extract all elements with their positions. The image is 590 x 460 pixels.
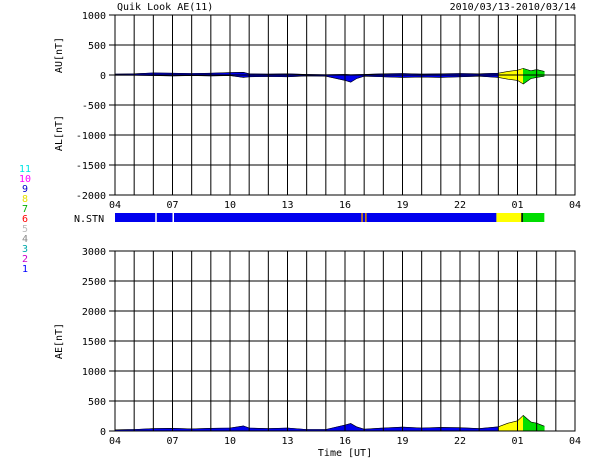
x-axis-label: Time [UT] — [318, 448, 372, 459]
ae-axis-label: AE[nT] — [54, 323, 65, 359]
x-tick-label: 07 — [166, 200, 178, 211]
y-tick-label: 3000 — [82, 247, 106, 258]
y-tick-label: 1500 — [82, 337, 106, 348]
al-segment — [350, 74, 357, 83]
ae-segment — [507, 420, 518, 432]
x-tick-label: 01 — [511, 200, 523, 211]
x-tick-label: 10 — [224, 200, 236, 211]
x-tick-label: 16 — [339, 200, 351, 211]
station-change-marker — [365, 213, 367, 222]
au-al-xticks: 04 07 10 13 16 19 22 01 04 — [109, 200, 581, 211]
ae-segment — [350, 423, 357, 432]
x-tick-label: 19 — [396, 200, 408, 211]
au-al-grid — [115, 15, 575, 195]
ae-grid — [115, 251, 575, 431]
x-tick-label: 13 — [281, 200, 293, 211]
station-change-marker — [521, 213, 523, 222]
ae-yticks: 3000 2500 2000 1500 1000 500 0 — [82, 247, 115, 438]
y-tick-label: 1000 — [82, 11, 106, 22]
station-legend-number: 11 — [19, 164, 31, 175]
station-change-marker — [361, 213, 363, 222]
station-count-segment — [521, 213, 545, 222]
au-al-yticks: 1000 500 0 -500 -1000 -1500 -2000 — [76, 11, 115, 202]
ae-series — [114, 414, 545, 432]
au-axis-label: AU[nT] — [54, 37, 65, 73]
y-tick-label: 2000 — [82, 307, 106, 318]
station-legend-number: 3 — [22, 244, 28, 255]
y-tick-label: 2500 — [82, 277, 106, 288]
ae-segment — [530, 421, 537, 432]
x-tick-label: 04 — [569, 200, 581, 211]
al-line — [115, 75, 545, 85]
station-legend-number: 9 — [22, 184, 28, 195]
ae-line — [114, 414, 545, 431]
x-tick-label: 22 — [454, 436, 466, 447]
ae-segment — [523, 414, 532, 432]
ae-segment — [536, 422, 545, 432]
x-tick-label: 04 — [569, 436, 581, 447]
station-count-bar — [115, 213, 545, 222]
chart-title: Quik Look AE(11) — [117, 2, 213, 13]
date-range: 2010/03/13-2010/03/14 — [450, 2, 576, 13]
x-tick-label: 13 — [281, 436, 293, 447]
station-legend-number: 7 — [22, 204, 28, 215]
al-segment — [517, 74, 524, 85]
station-count-segment — [496, 213, 522, 222]
x-tick-label: 16 — [339, 436, 351, 447]
station-legend-number: 8 — [22, 194, 28, 205]
x-tick-label: 04 — [109, 200, 121, 211]
ae-xticks: 04 07 10 13 16 19 22 01 04 — [109, 436, 581, 447]
x-tick-label: 04 — [109, 436, 121, 447]
y-tick-label: 500 — [88, 41, 106, 52]
x-tick-label: 07 — [166, 436, 178, 447]
y-tick-label: 1000 — [82, 367, 106, 378]
au-al-panel: 1000 500 0 -500 -1000 -1500 -2000 AU[nT] AL[nT… — [54, 11, 581, 211]
station-count-segment — [115, 213, 497, 222]
station-legend-number: 2 — [22, 254, 28, 265]
station-legend-number: 5 — [22, 224, 28, 235]
ae-segment — [498, 422, 509, 432]
ae-panel: 3000 2500 2000 1500 1000 500 0 AE[nT] 04 07 10 13… — [54, 247, 581, 447]
x-tick-label: 01 — [511, 436, 523, 447]
station-change-marker — [172, 213, 174, 222]
x-tick-label: 22 — [454, 200, 466, 211]
y-tick-label: 0 — [100, 71, 106, 82]
y-tick-label: -1500 — [76, 161, 106, 172]
station-legend-number: 10 — [19, 174, 31, 185]
y-tick-label: 500 — [88, 397, 106, 408]
nstn-label: N.STN — [74, 214, 104, 225]
station-legend-number: 6 — [22, 214, 28, 225]
station-change-marker — [155, 213, 157, 222]
station-legend-number: 1 — [22, 264, 28, 275]
y-tick-label: -500 — [82, 101, 106, 112]
y-tick-label: -1000 — [76, 131, 106, 142]
x-tick-label: 10 — [224, 436, 236, 447]
y-tick-label: 0 — [100, 427, 106, 438]
x-tick-label: 19 — [396, 436, 408, 447]
al-axis-label: AL[nT] — [54, 115, 65, 151]
y-tick-label: -2000 — [76, 191, 106, 202]
station-legend-number: 4 — [22, 234, 28, 245]
